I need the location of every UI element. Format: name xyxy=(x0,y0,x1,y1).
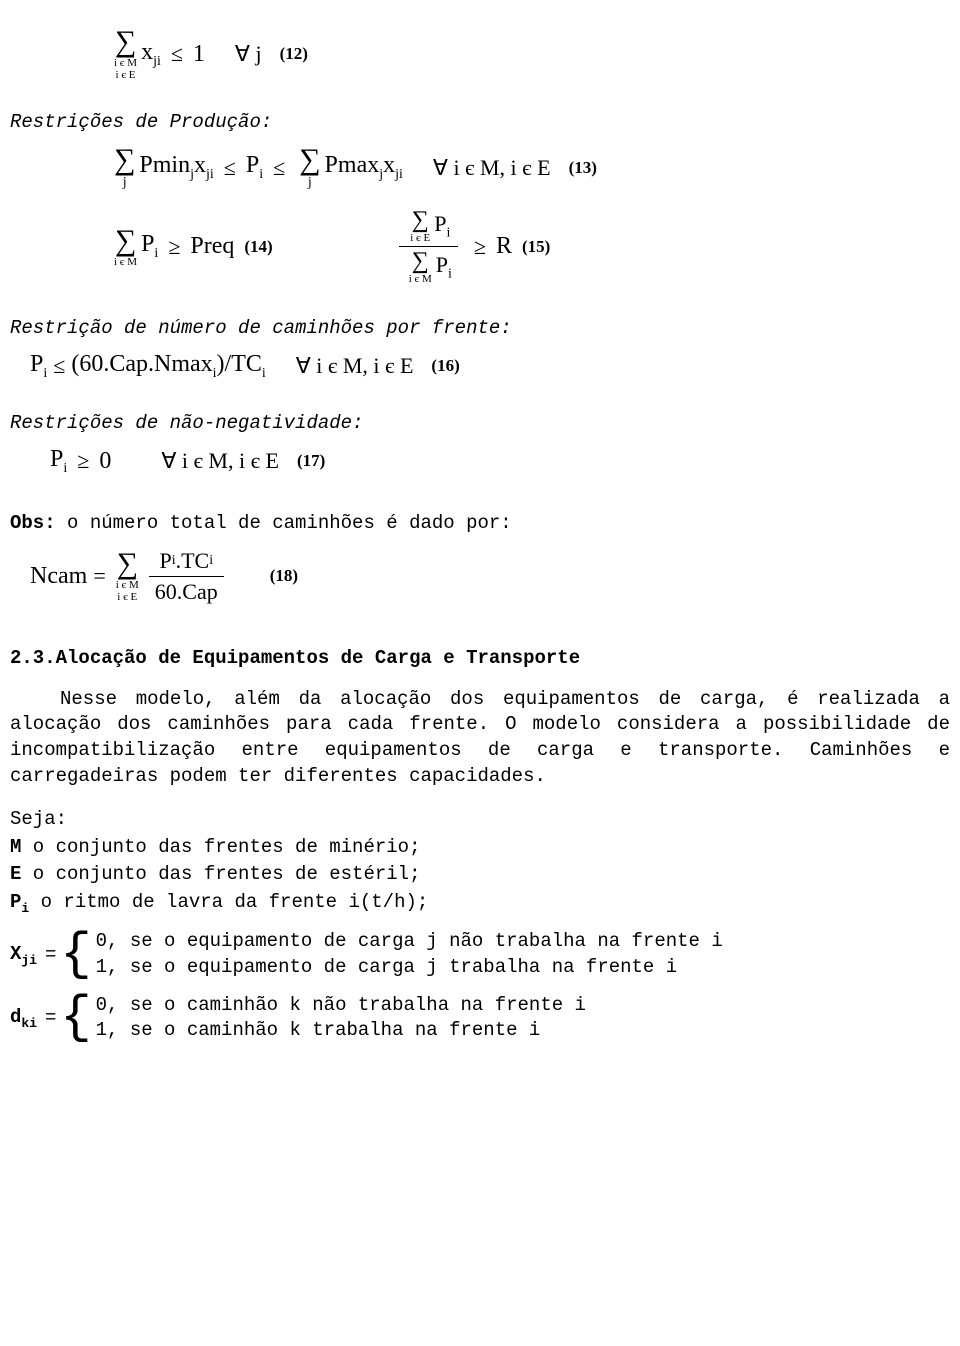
brace-icon: { xyxy=(60,995,91,1042)
brace-icon: { xyxy=(60,932,91,979)
forall: ∀ j xyxy=(235,41,262,67)
equation-14: ∑ i є M Pi ≥ Preq (14) xyxy=(110,226,273,268)
equation-number: (16) xyxy=(431,356,459,376)
pmin: Pminjxji xyxy=(139,152,213,183)
label-caminhoes: Restrição de número de caminhões por fre… xyxy=(10,317,950,339)
fraction: ∑i є E Pi ∑i є M Pi xyxy=(399,206,458,287)
sum-symbol: ∑ i є M xyxy=(114,226,137,268)
mid: Pi xyxy=(246,152,263,183)
forall: ∀ i є M, i є E xyxy=(433,155,551,181)
equation-17: Pi ≥ 0 ∀ i є M, i є E (17) xyxy=(50,446,950,477)
obs-line: Obs: o número total de caminhões é dado … xyxy=(10,512,950,534)
pmax: Pmaxjxji xyxy=(325,152,403,183)
def-M: M o conjunto das frentes de minério; xyxy=(10,835,950,861)
sum-symbol: ∑ i є M i є E xyxy=(116,549,139,603)
def-E: E o conjunto das frentes de estéril; xyxy=(10,862,950,888)
label-producao: Restrições de Produção: xyxy=(10,111,950,133)
equation-15: ∑i є E Pi ∑i є M Pi ≥ R (15) xyxy=(393,206,551,287)
def-Pi: Pi o ritmo de lavra da frente i(t/h); xyxy=(10,890,950,917)
definitions: Seja: M o conjunto das frentes de minéri… xyxy=(10,807,950,917)
equation-12: ∑ i є M i є E xji ≤ 1 ∀ j (12) xyxy=(110,27,950,81)
equations-14-15: ∑ i є M Pi ≥ Preq (14) ∑i є E Pi ∑i є M … xyxy=(10,206,950,287)
section-2-3-heading: 2.3.Alocação de Equipamentos de Carga e … xyxy=(10,647,950,669)
fraction: Pi.TCi 60.Cap xyxy=(149,546,224,607)
forall: ∀ i є M, i є E xyxy=(296,353,414,379)
forall: ∀ i є M, i є E xyxy=(161,448,279,474)
sum-symbol: ∑ i є M i є E xyxy=(114,27,137,81)
equation-13: ∑ j Pminjxji ≤ Pi ≤ ∑ j Pmaxjxji ∀ i є M… xyxy=(110,145,950,190)
equation-16: Pi ≤ (60.Cap.Nmaxi)/TCi ∀ i є M, i є E (… xyxy=(30,351,950,382)
equation-number: (13) xyxy=(569,158,597,178)
equation-number: (14) xyxy=(244,237,272,257)
def-xji: Xji = { 0, se o equipamento de carga j n… xyxy=(10,929,950,980)
term: xji xyxy=(141,39,161,70)
sum-symbol: ∑ j xyxy=(114,145,135,190)
section-2-3-paragraph: Nesse modelo, além da alocação dos equip… xyxy=(10,687,950,790)
equation-18: Ncam = ∑ i є M i є E Pi.TCi 60.Cap (18) xyxy=(30,546,950,607)
def-dki: dki = { 0, se o caminhão k não trabalha … xyxy=(10,993,950,1044)
sum-symbol: ∑ j xyxy=(299,145,320,190)
sum-subscript-1: i є M xyxy=(114,58,137,69)
equation-number: (17) xyxy=(297,451,325,471)
equation-number: (12) xyxy=(280,44,308,64)
rhs: 1 xyxy=(193,41,205,68)
equation-number: (18) xyxy=(270,566,298,586)
operator-leq: ≤ xyxy=(171,41,183,67)
def-seja: Seja: xyxy=(10,807,950,833)
sum-subscript-2: i є E xyxy=(116,70,136,81)
label-nonneg: Restrições de não-negatividade: xyxy=(10,412,950,434)
equation-number: (15) xyxy=(522,237,550,257)
